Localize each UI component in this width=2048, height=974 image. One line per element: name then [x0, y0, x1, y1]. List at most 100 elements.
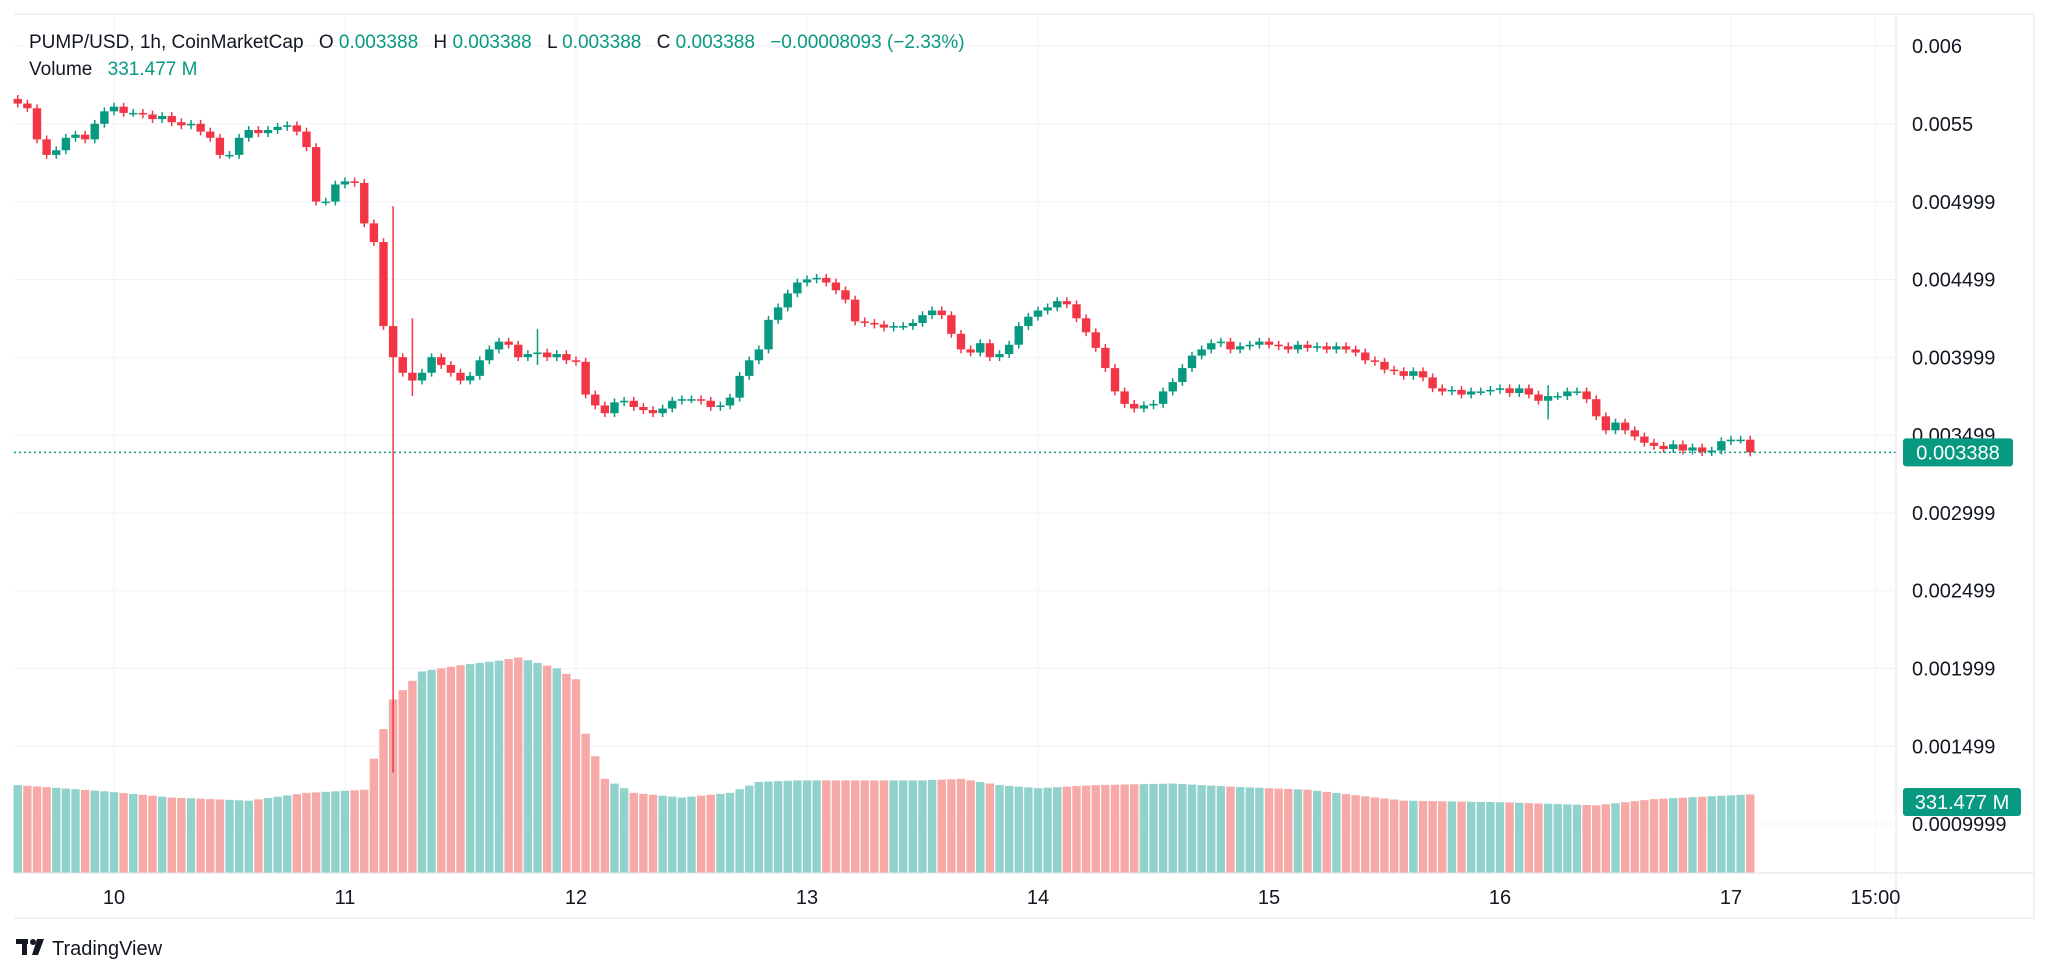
volume-bar [100, 791, 109, 873]
candle [504, 337, 513, 349]
volume-bar [1476, 801, 1485, 873]
volume-bar [1707, 796, 1716, 873]
candle-body [1505, 388, 1514, 393]
candle [648, 406, 658, 418]
candle-body [71, 134, 80, 138]
volume-bar [552, 668, 561, 873]
candle [1447, 385, 1457, 396]
candle [71, 130, 80, 142]
time-tick-label: 12 [565, 887, 587, 909]
candle [591, 390, 600, 410]
candle-body [677, 399, 687, 401]
candle [1707, 446, 1716, 456]
candle-body [398, 357, 407, 373]
volume-bar [870, 780, 879, 873]
candle-body [1515, 388, 1524, 393]
volume-bar [292, 794, 302, 873]
price-axis[interactable]: 0.006 0.0055 0.004999 0.004499 0.003999 0.003… [1912, 36, 2007, 836]
volume-bar [1332, 793, 1341, 873]
candle-body [1101, 347, 1110, 369]
volume-bar [71, 789, 80, 873]
candle-body [1226, 341, 1235, 350]
tradingview-logo[interactable]: TradingView [16, 938, 163, 960]
legend[interactable]: PUMP/USD, 1h, CoinMarketCap O 0.003388 H… [29, 32, 965, 80]
candle-body [283, 125, 292, 127]
volume-bar [1515, 802, 1524, 873]
candle-body [745, 360, 754, 376]
volume-bar [812, 780, 821, 873]
candle [976, 339, 985, 357]
volume-bar [215, 799, 225, 873]
candle [1611, 418, 1620, 435]
candle [735, 371, 744, 402]
candle-body [1139, 405, 1149, 409]
candle [321, 197, 330, 206]
candle-body [1043, 307, 1052, 311]
candle [1043, 303, 1052, 315]
candle [533, 329, 542, 365]
candle [1091, 328, 1100, 352]
time-axis[interactable]: 10 11 12 13 14 15 16 17 15:00 [103, 887, 1901, 909]
volume-bar [1399, 800, 1408, 873]
volume-bar [1062, 786, 1072, 873]
volume-bar [1717, 795, 1726, 873]
candle-body [109, 106, 119, 112]
candle-body [494, 341, 504, 350]
candle [1380, 357, 1389, 374]
candle-body [1110, 368, 1120, 392]
candle [514, 340, 523, 362]
candle [234, 133, 244, 159]
volume-bar [783, 780, 792, 873]
candle [1207, 339, 1216, 354]
candle [619, 396, 629, 407]
candle [716, 401, 725, 411]
candle-body [1332, 346, 1341, 350]
candle-body [1466, 391, 1476, 395]
candle [302, 127, 311, 152]
candle-body [1245, 344, 1254, 347]
volume-bar [1505, 802, 1514, 873]
volume-bar [860, 780, 869, 873]
candle-body [1149, 403, 1158, 406]
candle-body [1563, 391, 1572, 397]
volume-bar [369, 758, 379, 873]
candle [802, 275, 812, 287]
candlesticks[interactable] [13, 95, 1755, 773]
candle [523, 350, 533, 362]
candle-body [157, 116, 167, 120]
candle-body [696, 399, 706, 401]
candle-body [1081, 318, 1091, 333]
candle-body [937, 310, 946, 316]
volume-bar [1274, 788, 1283, 873]
volume-bar [639, 793, 648, 873]
volume-bar [119, 793, 128, 873]
candle-body [571, 360, 581, 362]
candle [1216, 337, 1226, 348]
candle-body [831, 282, 841, 291]
volume-bar [899, 780, 908, 873]
volume-bar [1370, 797, 1380, 873]
candle-body [1255, 341, 1264, 345]
candle [148, 110, 157, 124]
candle-body [42, 139, 51, 155]
volume-bar [1611, 803, 1620, 873]
candle [379, 238, 388, 330]
high-label: H [433, 32, 447, 53]
low-label: L [547, 32, 557, 53]
candle-body [388, 326, 398, 358]
candle-body [186, 123, 196, 126]
candle [764, 315, 773, 354]
volume-bar [244, 800, 253, 873]
candle-body [61, 137, 71, 151]
volume-bar [456, 665, 465, 873]
candle-body [793, 282, 802, 294]
volume-bar [167, 797, 176, 873]
volume-bar [32, 786, 42, 873]
candle-body [523, 354, 533, 358]
volume-bar [1669, 798, 1678, 873]
candle-body [1033, 310, 1043, 317]
candle [1688, 443, 1697, 455]
volume-bar [687, 796, 696, 873]
candle [456, 368, 465, 385]
